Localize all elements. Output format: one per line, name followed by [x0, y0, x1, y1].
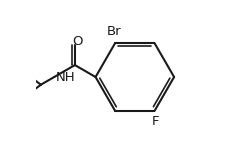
Text: NH: NH — [56, 71, 75, 84]
Text: F: F — [151, 115, 159, 128]
Text: O: O — [72, 35, 83, 48]
Text: Br: Br — [106, 25, 121, 38]
